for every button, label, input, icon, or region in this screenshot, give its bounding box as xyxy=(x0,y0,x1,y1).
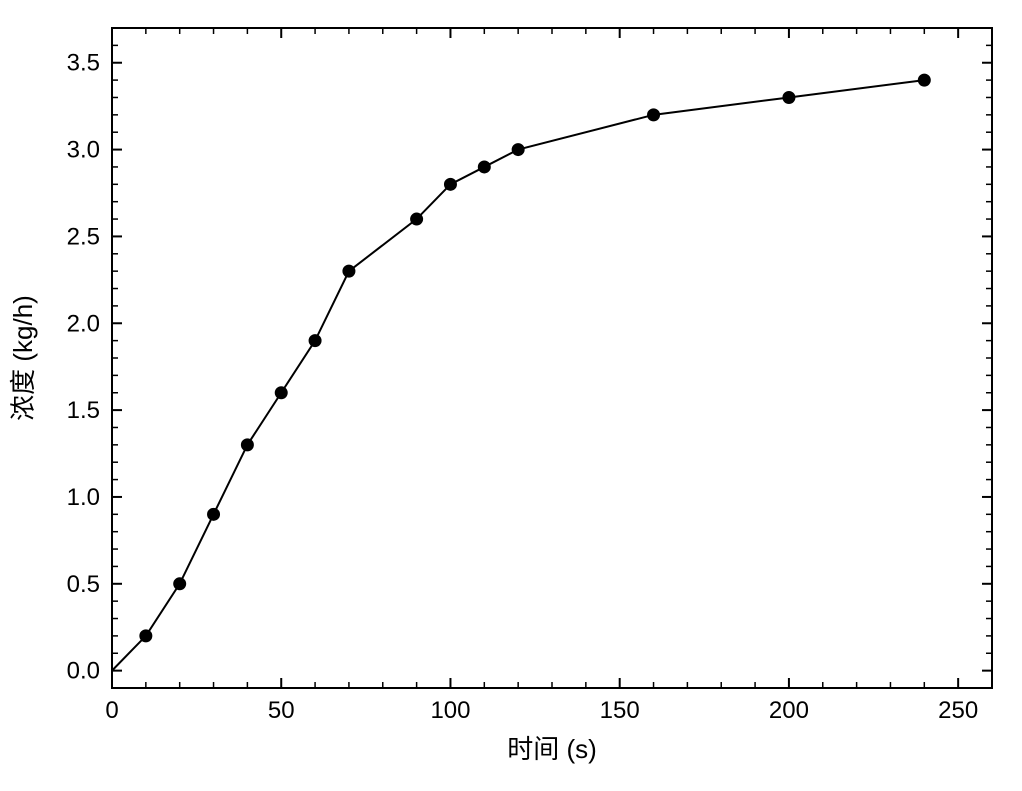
y-tick-label: 1.0 xyxy=(67,484,100,511)
series-marker xyxy=(275,387,287,399)
y-tick-label: 0.0 xyxy=(67,658,100,685)
series-marker xyxy=(478,161,490,173)
x-tick-label: 250 xyxy=(938,697,978,724)
y-tick-label: 3.0 xyxy=(67,137,100,164)
series-marker xyxy=(444,178,456,190)
series-marker xyxy=(512,144,524,156)
series-marker xyxy=(918,74,930,86)
series-marker xyxy=(140,630,152,642)
plot-frame xyxy=(112,28,992,688)
y-tick-label: 0.5 xyxy=(67,571,100,598)
series-line xyxy=(112,80,924,671)
series-marker xyxy=(783,91,795,103)
y-tick-label: 3.5 xyxy=(67,50,100,77)
series-marker xyxy=(648,109,660,121)
series-marker xyxy=(208,508,220,520)
line-chart: 0 50 100 150 200 250 0.0 0.5 1.0 1.5 2.0 2.5 3.0 3.5 时… xyxy=(0,0,1022,791)
x-axis-label: 时间 (s) xyxy=(507,734,597,764)
y-tick-label: 2.0 xyxy=(67,310,100,337)
x-tick-label: 0 xyxy=(105,697,118,724)
y-tick-label: 2.5 xyxy=(67,223,100,250)
x-tick-label: 100 xyxy=(430,697,470,724)
series-marker xyxy=(411,213,423,225)
series-marker xyxy=(343,265,355,277)
series-marker xyxy=(309,335,321,347)
x-tick-label: 50 xyxy=(268,697,295,724)
x-tick-label: 150 xyxy=(600,697,640,724)
series-marker xyxy=(241,439,253,451)
y-axis-label: 浓度 (kg/h) xyxy=(8,295,38,421)
y-tick-label: 1.5 xyxy=(67,397,100,424)
series-marker xyxy=(174,578,186,590)
chart-container: 0 50 100 150 200 250 0.0 0.5 1.0 1.5 2.0 2.5 3.0 3.5 时… xyxy=(0,0,1022,791)
x-tick-label: 200 xyxy=(769,697,809,724)
